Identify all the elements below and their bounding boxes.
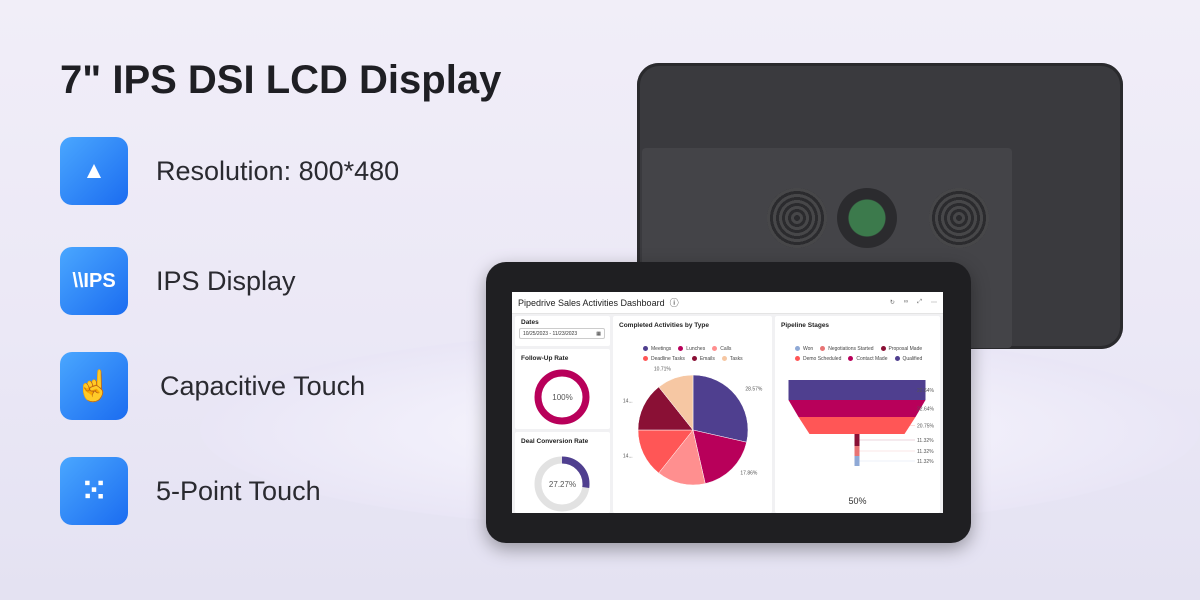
pie-label: 28.57%: [745, 387, 763, 393]
feature-resolution: ▲ Resolution: 800*480: [60, 137, 399, 205]
dates-label: Dates: [521, 319, 539, 326]
pie-label: 10.71%: [654, 367, 672, 373]
fan: [837, 188, 897, 248]
funnel-stage-negotiations-started: [854, 446, 860, 456]
pipeline-footer: 50%: [848, 496, 867, 506]
feature-label: Capacitive Touch: [160, 370, 366, 401]
dashboard-header: Pipedrive Sales Activities Dashboard ⓘ ↻…: [512, 292, 943, 314]
legend-row: Meetings Lunches Calls: [643, 346, 731, 352]
pie-label: 17.86%: [740, 471, 758, 477]
funnel-label: 20.75%: [917, 424, 935, 430]
pipeline-title: Pipeline Stages: [781, 322, 830, 329]
touch-hand-icon: ☝: [60, 352, 128, 420]
pie-slice-meetings: [692, 374, 749, 443]
pie-label: 14...: [623, 399, 633, 405]
legend-item[interactable]: Deadline Tasks: [643, 356, 685, 362]
legend-swatch: [795, 356, 800, 362]
funnel-label: 22.64%: [917, 407, 935, 413]
legend-item[interactable]: Proposal Made: [880, 346, 922, 352]
feature-5-point: ⁙ 5-Point Touch: [60, 457, 321, 525]
followup-ring: [534, 369, 590, 425]
activities-card: Completed Activities by Type Meetings Lun…: [613, 316, 772, 513]
date-range-input[interactable]: 10/25/2023 - 11/23/2023 ▦: [519, 328, 605, 339]
legend-row: Won Negotiations Started Proposal Made: [795, 346, 922, 352]
legend-swatch: [643, 346, 648, 352]
legend-swatch: [820, 346, 826, 352]
device-back-view: [637, 63, 1123, 349]
dates-card: Dates 10/25/2023 - 11/23/2023 ▦: [515, 316, 610, 346]
dashboard-screen: Pipedrive Sales Activities Dashboard ⓘ ↻…: [512, 292, 943, 513]
vent: [929, 188, 989, 248]
funnel-stage-contact-made: [788, 400, 926, 417]
feature-capacitive: ☝ Capacitive Touch: [60, 352, 365, 420]
followup-card: Follow-Up Rate 100%: [515, 349, 610, 429]
legend-item[interactable]: Calls: [712, 346, 731, 352]
legend-swatch: [721, 356, 727, 362]
funnel-label: 11.32%: [917, 438, 934, 444]
calendar-icon[interactable]: ▦: [596, 331, 601, 337]
funnel-stage-demo-scheduled: [798, 417, 916, 434]
legend-swatch: [848, 356, 854, 362]
followup-title: Follow-Up Rate: [521, 355, 569, 362]
feature-label: IPS Display: [156, 265, 296, 296]
link-icon[interactable]: ∞: [903, 299, 909, 305]
vent: [767, 188, 827, 248]
tablet-front: Pipedrive Sales Activities Dashboard ⓘ ↻…: [486, 262, 971, 543]
legend-row: Demo Scheduled Contact Made Qualified: [795, 356, 922, 362]
legend-item[interactable]: Meetings: [643, 346, 671, 352]
funnel-stage-qualified: [788, 380, 926, 400]
legend-item[interactable]: Lunches: [678, 346, 705, 352]
legend-row: Deadline Tasks Emails Tasks: [643, 356, 743, 362]
activities-title: Completed Activities by Type: [619, 322, 709, 329]
legend-item[interactable]: Emails: [691, 356, 715, 362]
legend-swatch: [643, 356, 648, 362]
pipeline-funnel: 22.64% 22.64% 20.75% 11.32% 11.32% 11.32%: [788, 380, 935, 466]
funnel-label: 11.32%: [917, 449, 934, 455]
conversion-arc: [534, 456, 590, 512]
more-icon[interactable]: ⋯: [931, 300, 937, 306]
page-title: 7" IPS DSI LCD Display: [60, 58, 502, 102]
legend-swatch: [795, 346, 800, 352]
pie-slice-tasks: [658, 374, 694, 431]
resolution-icon: ▲: [60, 137, 128, 205]
conversion-value: 27.27%: [548, 480, 577, 489]
feature-label: Resolution: 800*480: [156, 155, 400, 186]
conversion-title: Deal Conversion Rate: [521, 438, 589, 445]
refresh-icon[interactable]: ↻: [889, 300, 895, 306]
followup-value: 100%: [552, 393, 573, 402]
legend-swatch: [880, 346, 886, 352]
date-range-value: 10/25/2023 - 11/23/2023: [523, 331, 578, 337]
activities-pie: 28.57% 17.86% 14... 14... 10.71%: [623, 367, 763, 486]
feature-ips: \\IPS IPS Display: [60, 247, 296, 315]
pie-label: 14...: [623, 453, 633, 459]
legend-item[interactable]: Tasks: [721, 356, 743, 362]
pie-slice-lunches: [692, 429, 747, 484]
funnel-stage-won: [854, 456, 860, 466]
dashboard-title: Pipedrive Sales Activities Dashboard: [518, 297, 665, 308]
legend-swatch: [894, 356, 900, 362]
funnel-stage-proposal-made: [854, 434, 860, 446]
ips-icon: \\IPS: [60, 247, 128, 315]
legend-item[interactable]: Won: [795, 346, 813, 352]
info-icon[interactable]: ⓘ: [669, 298, 679, 308]
legend-item[interactable]: Qualified: [894, 356, 922, 362]
legend-item[interactable]: Demo Scheduled: [795, 356, 841, 362]
pipeline-card: Pipeline Stages Won Negotiations Started P…: [775, 316, 940, 513]
legend-swatch: [712, 346, 718, 352]
funnel-label: 22.64%: [917, 388, 935, 394]
feature-label: 5-Point Touch: [156, 475, 321, 506]
legend-item[interactable]: Negotiations Started: [820, 346, 874, 352]
expand-icon[interactable]: ⤢: [917, 299, 922, 305]
five-point-icon: ⁙: [60, 457, 128, 525]
conversion-card: Deal Conversion Rate 27.27%: [515, 432, 610, 513]
legend-swatch: [678, 346, 684, 352]
legend-item[interactable]: Contact Made: [848, 356, 888, 362]
legend-swatch: [691, 356, 697, 362]
funnel-label: 11.32%: [917, 459, 934, 465]
